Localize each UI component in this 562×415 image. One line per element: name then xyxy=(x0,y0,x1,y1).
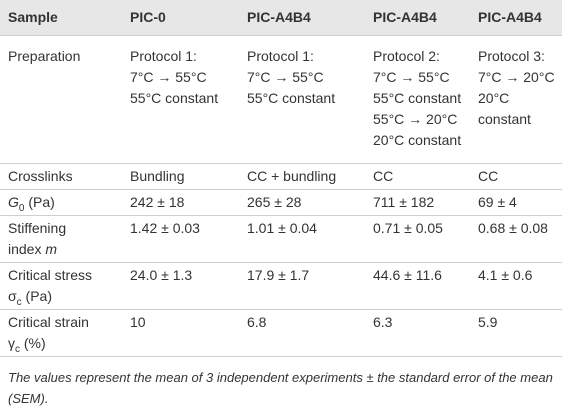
row-label: Preparation xyxy=(0,35,122,164)
row: Critical stress σc (Pa) 24.0 ± 1.3 17.9 ± … xyxy=(0,262,562,310)
cell: Protocol 1: 7°C → 55°C 55°C constant xyxy=(239,35,365,164)
cell: 5.9 xyxy=(470,309,562,357)
label-text: Critical stress xyxy=(8,267,93,283)
cell-line: 0.71 ± 0.05 xyxy=(373,220,443,236)
header-row: Sample PIC-0 PIC-A4B4 PIC-A4B4 PIC-A4B4 xyxy=(0,0,562,36)
header-cell: Sample xyxy=(0,0,122,36)
label-text: Preparation xyxy=(8,48,81,64)
cell-line: 55°C constant xyxy=(247,90,336,106)
cell: 711 ± 182 xyxy=(365,189,470,216)
cell: 69 ± 4 xyxy=(470,189,562,216)
row: Critical strain γc (%) 10 6.8 6.3 5.9 xyxy=(0,309,562,357)
cell-line: 711 ± 182 xyxy=(373,194,435,210)
label-text: (Pa) xyxy=(21,288,52,304)
cell-line: Bundling xyxy=(130,168,185,184)
row-label: Crosslinks xyxy=(0,163,122,190)
label-subscript: c xyxy=(16,296,22,308)
cell-line: Protocol 2: xyxy=(373,48,440,64)
row-label: Critical strain γc (%) xyxy=(0,309,122,357)
cell-line: 6.3 xyxy=(373,314,393,330)
label-text: Critical strain xyxy=(8,314,89,330)
cell: CC xyxy=(470,163,562,190)
cell-line: 7°C → 55°C xyxy=(247,69,324,85)
cell-line: 20°C constant xyxy=(373,132,462,148)
cell-line: 0.68 ± 0.08 xyxy=(478,220,548,236)
cell-line: 55°C constant xyxy=(373,90,462,106)
cell: 0.71 ± 0.05 xyxy=(365,215,470,263)
cell: 4.1 ± 0.6 xyxy=(470,262,562,310)
row: Crosslinks Bundling CC + bundling CC CC xyxy=(0,163,562,190)
cell: Bundling xyxy=(122,163,239,190)
cell: 17.9 ± 1.7 xyxy=(239,262,365,310)
cell: 1.01 ± 0.04 xyxy=(239,215,365,263)
cell: 1.42 ± 0.03 xyxy=(122,215,239,263)
label-symbol: σ xyxy=(8,288,17,304)
cell-line: 44.6 ± 11.6 xyxy=(373,267,442,283)
cell-line: 265 ± 28 xyxy=(247,194,302,210)
header-cell: PIC-0 xyxy=(122,0,239,36)
cell-line: Protocol 3: xyxy=(478,48,545,64)
row: Stiffening index m 1.42 ± 0.03 1.01 ± 0.04… xyxy=(0,215,562,263)
header-cell: PIC-A4B4 xyxy=(470,0,562,36)
cell: 0.68 ± 0.08 xyxy=(470,215,562,263)
row-label: Critical stress σc (Pa) xyxy=(0,262,122,310)
cell-line: 5.9 xyxy=(478,314,498,330)
data-table: Sample PIC-0 PIC-A4B4 PIC-A4B4 PIC-A4B4 … xyxy=(0,0,562,357)
cell-line: 55°C → 20°C xyxy=(373,111,458,127)
cell: 6.3 xyxy=(365,309,470,357)
label-text: (Pa) xyxy=(24,194,55,210)
cell-line: 69 ± 4 xyxy=(478,194,517,210)
cell-line: 4.1 ± 0.6 xyxy=(478,267,533,283)
cell: CC xyxy=(365,163,470,190)
cell: Protocol 3: 7°C → 20°C 20°C constant xyxy=(470,35,562,164)
cell: 44.6 ± 11.6 xyxy=(365,262,470,310)
label-symbol: G xyxy=(8,194,19,210)
cell-line: CC xyxy=(478,168,499,184)
cell: 24.0 ± 1.3 xyxy=(122,262,239,310)
cell-line: 20°C constant xyxy=(478,90,531,127)
cell-line: 55°C constant xyxy=(130,90,219,106)
label-subscript: c xyxy=(15,343,20,355)
cell-line: Protocol 1: xyxy=(247,48,314,64)
cell-line: 242 ± 18 xyxy=(130,194,185,210)
label-text: (%) xyxy=(20,335,46,351)
cell-line: 7°C → 55°C xyxy=(130,69,207,85)
cell: Protocol 1: 7°C → 55°C 55°C constant xyxy=(122,35,239,164)
cell-line: 7°C → 55°C xyxy=(373,69,450,85)
header-cell: PIC-A4B4 xyxy=(239,0,365,36)
label-text: Crosslinks xyxy=(8,168,73,184)
cell-line: 17.9 ± 1.7 xyxy=(247,267,310,283)
cell: 265 ± 28 xyxy=(239,189,365,216)
row-label: G0 (Pa) xyxy=(0,189,122,216)
cell-line: 24.0 ± 1.3 xyxy=(130,267,193,283)
row: G0 (Pa) 242 ± 18 265 ± 28 711 ± 182 69 ± 4 xyxy=(0,189,562,216)
header-cell: PIC-A4B4 xyxy=(365,0,470,36)
cell: CC + bundling xyxy=(239,163,365,190)
cell: 10 xyxy=(122,309,239,357)
label-symbol: γ xyxy=(8,335,15,351)
cell-line: 6.8 xyxy=(247,314,267,330)
cell: 6.8 xyxy=(239,309,365,357)
label-text: Stiffening xyxy=(8,220,67,236)
footnote: The values represent the mean of 3 indep… xyxy=(8,370,553,406)
cell-line: 10 xyxy=(130,314,146,330)
label-symbol: m xyxy=(45,241,58,257)
cell-line: Protocol 1: xyxy=(130,48,197,64)
cell-line: 1.01 ± 0.04 xyxy=(247,220,317,236)
label-text: index xyxy=(8,241,46,257)
cell-line: CC + bundling xyxy=(247,168,337,184)
cell: Protocol 2: 7°C → 55°C 55°C constant 55°C →… xyxy=(365,35,470,164)
cell-line: 7°C → 20°C xyxy=(478,69,555,85)
cell-line: 1.42 ± 0.03 xyxy=(130,220,200,236)
row-label: Stiffening index m xyxy=(0,215,122,263)
cell-line: CC xyxy=(373,168,394,184)
cell: 242 ± 18 xyxy=(122,189,239,216)
label-subscript: 0 xyxy=(18,202,25,214)
row: Preparation Protocol 1: 7°C → 55°C 55°C co… xyxy=(0,35,562,164)
